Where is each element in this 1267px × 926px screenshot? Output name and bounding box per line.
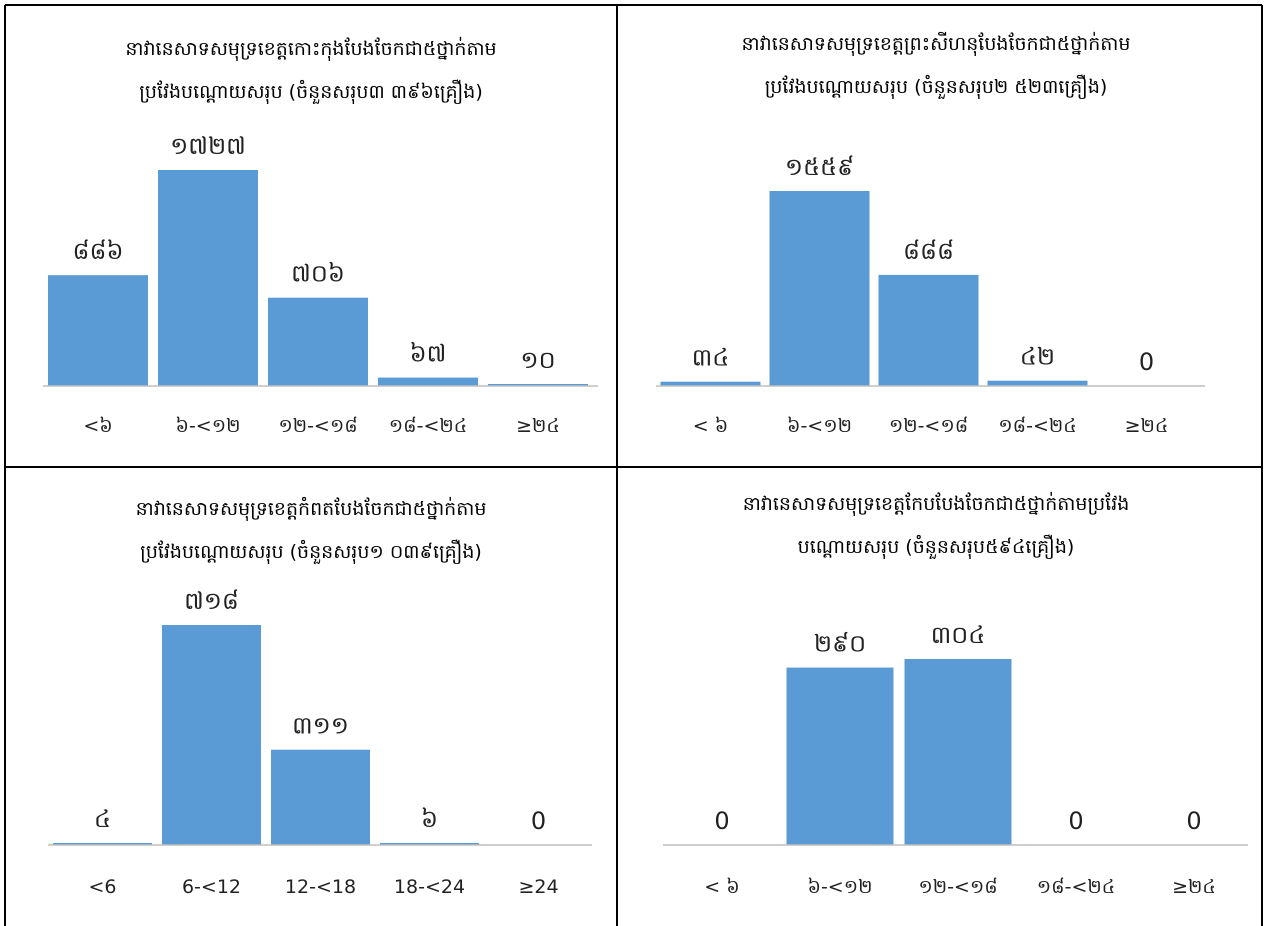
bar [878, 274, 979, 386]
bar [488, 384, 588, 386]
chart-kep: នាវានេសាទសមុទ្រខេត្តកែបបែងចែកជា៥ថ្នាក់តា… [663, 491, 1248, 898]
x-tick-label: ≥២៤ [516, 415, 560, 437]
chart-kampot: នាវានេសាទសមុទ្រខេត្តកំពតបែងចែកជា៥ថ្នាក់ត… [48, 496, 592, 898]
chart-title-line-2: ប្រវែងបណ្តោយសរុប (ចំនួនសរុប៣ ៣៩៦គ្រឿង) [139, 79, 483, 105]
x-tick-label: ≥24 [518, 876, 558, 898]
x-tick-label: <៦ [83, 415, 112, 437]
x-tick-label: ៦-<១២ [176, 415, 241, 437]
x-tick-label: < ៦ [704, 876, 739, 898]
bar [660, 381, 761, 386]
x-tick-label: ១២-<១៨ [278, 415, 357, 437]
x-tick-label: 6-<12 [182, 876, 241, 898]
x-tick-label: ១៨-<២៤ [389, 415, 467, 437]
bar [987, 380, 1088, 386]
bar [158, 170, 258, 386]
bar [378, 377, 478, 386]
x-tick-label: ៦-<១២ [808, 876, 873, 898]
data-label: 0 [531, 807, 546, 835]
chart-title-line-1: នាវានេសាទសមុទ្រខេត្តកំពតបែងចែកជា៥ថ្នាក់ត… [136, 496, 487, 522]
data-label: 0 [1186, 807, 1201, 835]
x-tick-label: ១៨-<២៤ [998, 415, 1076, 437]
chart-title-line-2: ប្រវែងបណ្តោយសរុប (ចំនួនសរុប២ ៥២៣គ្រឿង) [765, 74, 1108, 100]
x-tick-label: < ៦ [693, 415, 728, 437]
data-label: ២៩០ [814, 630, 866, 658]
data-label: ៣០៤ [931, 621, 986, 649]
data-label: ៨៨៨ [903, 237, 954, 265]
data-label: ១៧២៧ [170, 132, 246, 160]
data-label: ៤ [94, 805, 111, 833]
chart-title-line-1: នាវានេសាទសមុទ្រខេត្តកោះកុងបែងចែកជា៥ថ្នាក… [125, 36, 496, 62]
bar [268, 297, 368, 386]
x-tick-label: ១២-<១៨ [918, 876, 997, 898]
chart-plot: ៤ <6 ៧១៨ 6-<12 ៣១១ 12-<18 ៦ 18-<24 0 ≥24 [48, 587, 592, 898]
bar [48, 275, 148, 386]
bar [53, 843, 152, 845]
data-label: ៣៤ [692, 344, 730, 372]
panel-grid-lines [4, 4, 1263, 926]
bar [769, 191, 870, 386]
data-label: ៧០៦ [291, 260, 345, 288]
data-label: 0 [1068, 807, 1083, 835]
x-tick-label: 12-<18 [285, 876, 356, 898]
data-label: ១០ [520, 346, 555, 374]
data-label: ៦ [421, 805, 438, 833]
data-label: ៦៧ [410, 340, 447, 368]
chart-title-line-1: នាវានេសាទសមុទ្រខេត្តព្រះសីហនុបែងចែកជា៥ថ្… [742, 31, 1131, 57]
bar [271, 749, 370, 845]
data-label: 0 [1139, 348, 1154, 376]
bar [380, 843, 479, 845]
chart-title-line-1: នាវានេសាទសមុទ្រខេត្តកែបបែងចែកជា៥ថ្នាក់តា… [743, 491, 1130, 517]
chart-title-line-2: ប្រវែងបណ្តោយសរុប (ចំនួនសរុប១ ០៣៩គ្រឿង) [140, 539, 482, 565]
data-label: ៣១១ [292, 712, 349, 740]
chart-preahsihanouk: នាវានេសាទសមុទ្រខេត្តព្រះសីហនុបែងចែកជា៥ថ្… [656, 31, 1205, 437]
data-label: ៤២ [1020, 343, 1055, 371]
chart-title-line-2: បណ្តោយសរុប (ចំនួនសរុប៥៩៤គ្រឿង) [798, 534, 1075, 560]
x-tick-label: ≥២៤ [1125, 415, 1169, 437]
x-tick-label: ≥២៤ [1172, 876, 1216, 898]
data-label: 0 [714, 807, 729, 835]
x-tick-label: ១២-<១៨ [889, 415, 968, 437]
x-tick-label: 18-<24 [394, 876, 465, 898]
bar [904, 659, 1012, 845]
x-tick-label: <6 [88, 876, 116, 898]
bar [162, 625, 261, 845]
data-label: ១៥៥៩ [785, 153, 854, 181]
data-label: ៧១៨ [184, 587, 239, 615]
data-label: ៨៨៦ [73, 237, 124, 265]
x-tick-label: ៦-<១២ [787, 415, 852, 437]
bar [786, 667, 894, 845]
chart-kohkong: នាវានេសាទសមុទ្រខេត្តកោះកុងបែងចែកជា៥ថ្នាក… [43, 36, 598, 437]
x-tick-label: ១៨-<២៤ [1037, 876, 1115, 898]
